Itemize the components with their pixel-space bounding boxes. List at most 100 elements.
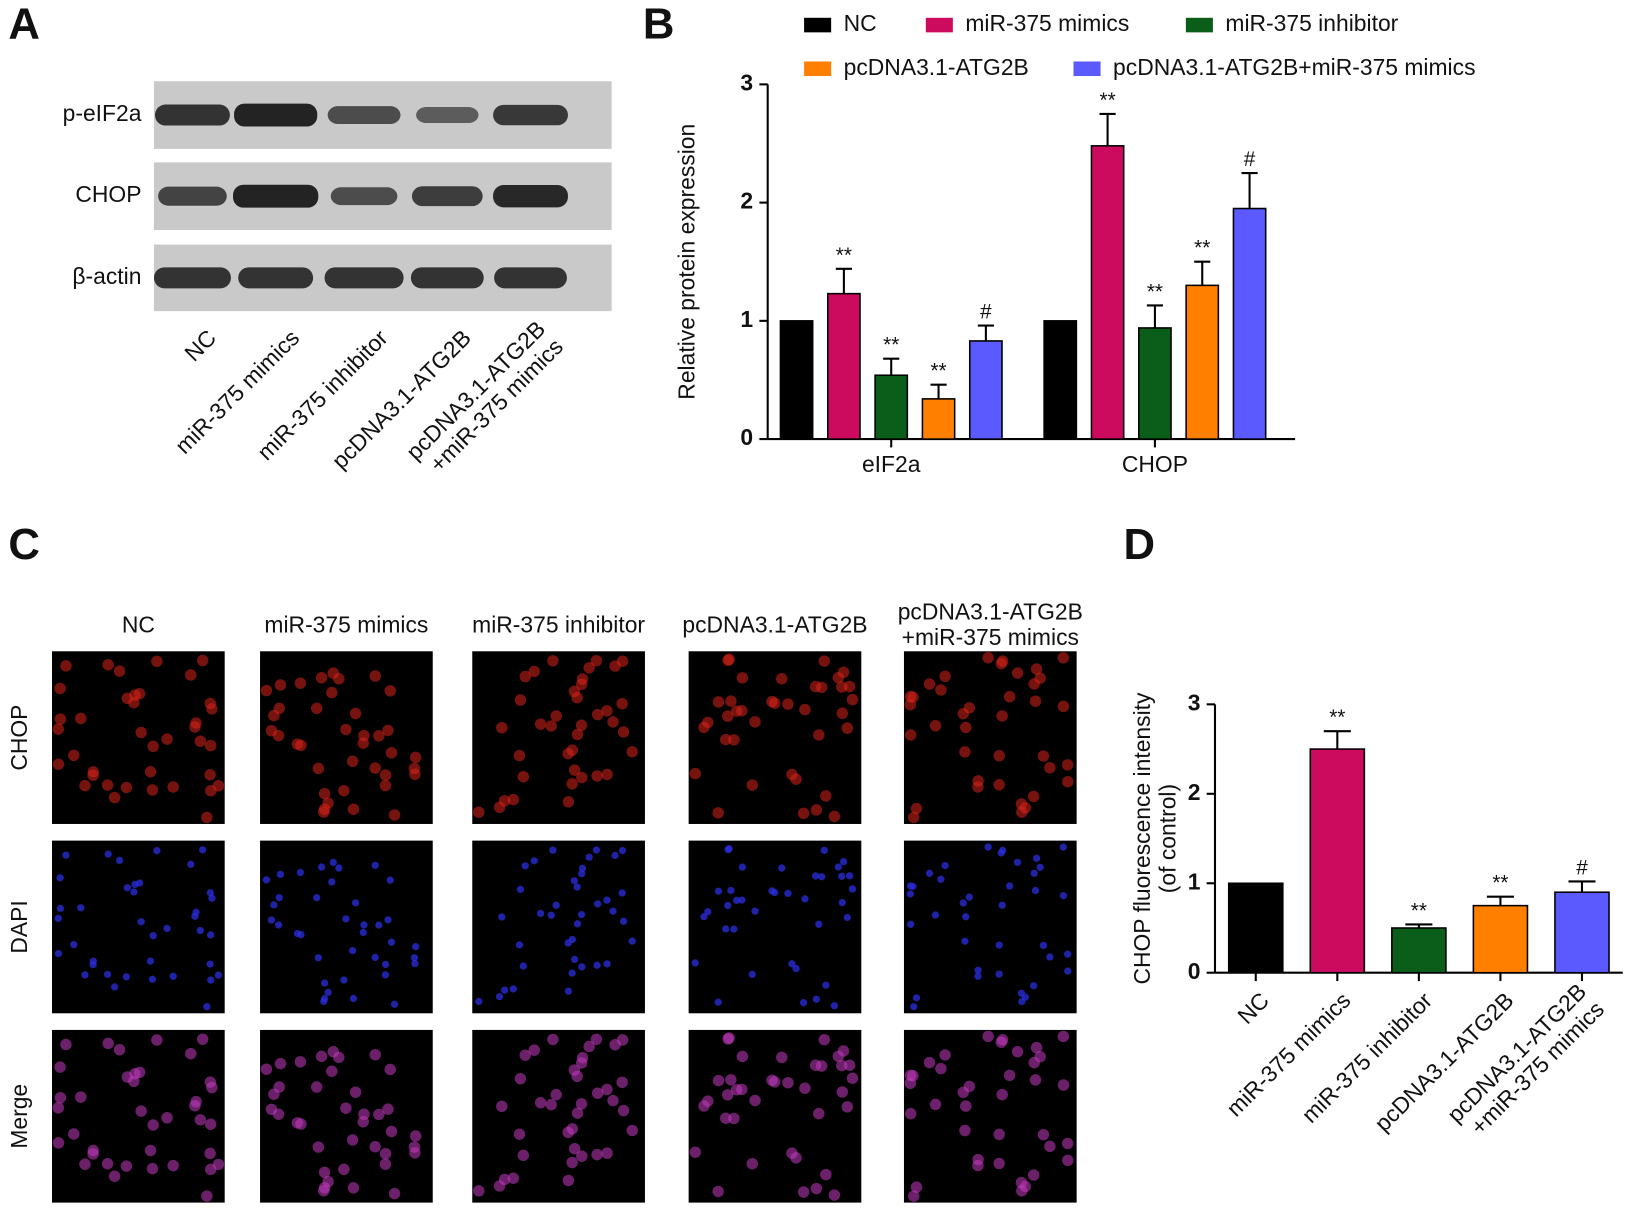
cell [340,1102,352,1114]
cell [495,992,504,1001]
cell [312,1141,325,1153]
cell [1057,652,1070,664]
cell [562,747,574,760]
panel-label: B [643,0,675,49]
cell [784,889,792,898]
cell [730,925,738,933]
cell [519,1049,531,1061]
cell [578,963,586,971]
cell [571,728,584,741]
cell [618,889,626,897]
cell [187,860,195,868]
cell [328,878,336,886]
cell [409,751,422,764]
cell [320,979,329,987]
cell [411,959,419,968]
legend-swatch [925,17,953,33]
cell [841,722,854,734]
y-tick-label: 3 [740,69,753,95]
cell [144,766,157,778]
cell [317,863,326,871]
y-tick-label: 3 [1188,689,1201,715]
cell [54,949,63,958]
bar [921,398,956,440]
cell [838,898,846,907]
cell [619,917,628,925]
cell [799,703,811,716]
x-tick-label: CHOP [1122,451,1188,477]
legend-label: miR-375 mimics [965,10,1129,36]
cell [601,1083,613,1096]
cell [347,1182,360,1194]
cell [929,1098,942,1111]
cell [576,771,588,784]
cell [384,1063,396,1076]
cell [907,920,915,928]
cell [562,796,575,808]
cell [322,797,334,809]
cell [562,1174,575,1187]
cell [201,1190,213,1202]
cell [601,768,613,781]
cell [185,669,197,681]
cell [815,920,823,928]
annotation: # [980,301,992,324]
cell [590,1033,603,1046]
cell [566,778,578,790]
micrograph [260,840,433,1014]
cell [375,921,383,929]
cell [1028,678,1040,690]
cell [996,1088,1008,1101]
cell [736,705,748,717]
cell [52,758,65,770]
cell [749,716,761,728]
cell [960,721,972,734]
cell [151,1034,163,1046]
cell [963,1080,976,1093]
cell [1030,982,1038,990]
cell [333,673,345,685]
cell [564,939,572,947]
cell [70,941,78,949]
blot-band [493,185,568,208]
cell [528,665,540,678]
cell [409,1130,422,1142]
y-tick-label: 0 [1188,958,1201,984]
cell [1059,843,1067,851]
cell [110,983,119,991]
cell [113,665,126,677]
cell [144,1144,157,1157]
cell [738,896,746,904]
cell [199,846,207,854]
cell [996,710,1008,722]
cell [314,954,322,962]
cell [130,888,138,896]
cell [1013,858,1022,866]
cell [810,1182,823,1195]
cell [133,1066,146,1079]
cell [724,901,732,910]
cell [52,1102,64,1114]
cell [329,858,337,867]
cell [607,1094,619,1107]
annotation: # [1244,148,1256,171]
cell [583,1040,595,1053]
cell [346,1134,359,1146]
cell [935,684,947,696]
blot-row-label: CHOP [75,181,141,207]
cell [828,810,841,823]
cell [408,1141,421,1153]
cell [1005,882,1014,890]
cell [1044,761,1056,774]
cell [993,1128,1005,1141]
annotation: ** [1492,872,1508,895]
cell [576,1150,588,1162]
cell [169,972,177,980]
bar [1090,145,1125,440]
y-tick-label: 0 [740,424,753,450]
cell [194,735,207,747]
cell [274,679,287,691]
bar [1185,284,1220,440]
cell [1039,941,1048,950]
cell [1061,759,1074,771]
